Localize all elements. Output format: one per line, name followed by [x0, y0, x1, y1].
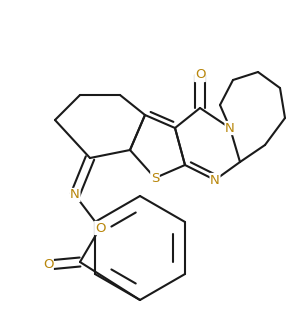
Text: O: O	[195, 69, 205, 82]
Text: S: S	[151, 171, 159, 184]
Text: N: N	[210, 174, 220, 187]
Text: O: O	[95, 222, 105, 234]
Text: O: O	[43, 259, 53, 272]
Text: N: N	[70, 188, 80, 202]
Text: N: N	[225, 122, 235, 135]
